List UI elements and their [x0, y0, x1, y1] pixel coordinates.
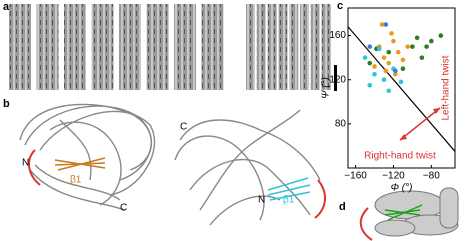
micrograph-strip — [119, 4, 141, 90]
point — [405, 44, 410, 49]
point — [381, 55, 387, 60]
micrograph-strip — [146, 4, 169, 90]
point — [381, 77, 387, 83]
point — [362, 55, 368, 60]
point — [400, 66, 406, 71]
point — [367, 60, 373, 66]
point — [414, 35, 420, 41]
rotation-arrow — [359, 207, 373, 241]
point — [400, 57, 406, 63]
micrograph-strip — [289, 4, 299, 90]
terminus-label: N — [22, 158, 29, 169]
y-tick-label: 160 — [329, 30, 346, 41]
x-axis-label: Φ (°) — [391, 183, 413, 194]
strand-label: β1 — [70, 175, 82, 186]
x-tick-label: −160 — [344, 171, 367, 182]
micrograph-strip — [9, 4, 31, 90]
micrograph-strip — [174, 4, 196, 90]
panel-label: d — [339, 201, 346, 213]
point — [372, 71, 377, 77]
terminus-label: N — [258, 195, 265, 206]
annotation: Left-hand twist — [441, 55, 452, 120]
point — [383, 68, 389, 74]
point — [410, 44, 415, 49]
x-tick-label: −120 — [382, 171, 405, 182]
point — [367, 44, 373, 49]
micrograph-strip — [300, 4, 309, 90]
point — [398, 79, 404, 85]
ribbon-right — [174, 109, 321, 226]
point — [367, 82, 373, 88]
micrograph-strip — [256, 4, 266, 90]
point — [389, 31, 394, 36]
point — [419, 55, 425, 60]
twist-arrow — [399, 107, 441, 141]
micrograph-strip — [310, 4, 320, 90]
micrographs — [9, 4, 331, 90]
rotation-arrow — [314, 179, 326, 219]
point — [379, 22, 385, 27]
micrograph-strip — [64, 4, 86, 90]
strand-label: β1 — [283, 195, 295, 206]
point — [376, 46, 382, 52]
panel-label: c — [337, 0, 343, 12]
micrograph-strip — [321, 4, 331, 90]
point — [383, 22, 389, 27]
diagonal — [348, 26, 455, 152]
point — [386, 60, 392, 66]
y-tick-label: 120 — [329, 74, 346, 85]
micrograph-strip — [201, 4, 224, 90]
panel-label: b — [3, 98, 10, 110]
micrograph-strip — [36, 4, 59, 90]
point — [386, 49, 392, 55]
y-axis-label: Ψ (°) — [321, 77, 332, 99]
point — [438, 33, 444, 38]
x-tick-label: −80 — [423, 171, 440, 182]
y-tick-label: 80 — [335, 119, 347, 130]
micrograph-strip — [278, 4, 288, 90]
panel-label: a — [3, 1, 10, 13]
plot-area — [348, 22, 455, 152]
micrograph-strip — [267, 4, 277, 90]
terminus-label: C — [120, 203, 127, 214]
point — [429, 38, 434, 44]
beta-strand — [267, 177, 311, 201]
point — [372, 64, 377, 69]
protein-d — [374, 187, 459, 237]
beta-strand — [384, 204, 423, 221]
point — [391, 38, 396, 44]
point — [386, 88, 392, 94]
point — [395, 49, 401, 55]
arrow-head — [400, 108, 440, 140]
plot-frame — [347, 7, 456, 169]
annotation: Right-hand twist — [364, 151, 436, 162]
point — [393, 71, 398, 77]
point — [424, 44, 429, 49]
beta-strand — [54, 157, 106, 171]
point — [393, 68, 398, 74]
micrograph-strip — [246, 4, 255, 90]
rotation-arrow — [28, 149, 41, 186]
scale-bar — [334, 65, 337, 91]
micrograph-strip — [91, 4, 114, 90]
terminus-label: C — [180, 122, 187, 133]
ribbon-left — [19, 103, 156, 211]
